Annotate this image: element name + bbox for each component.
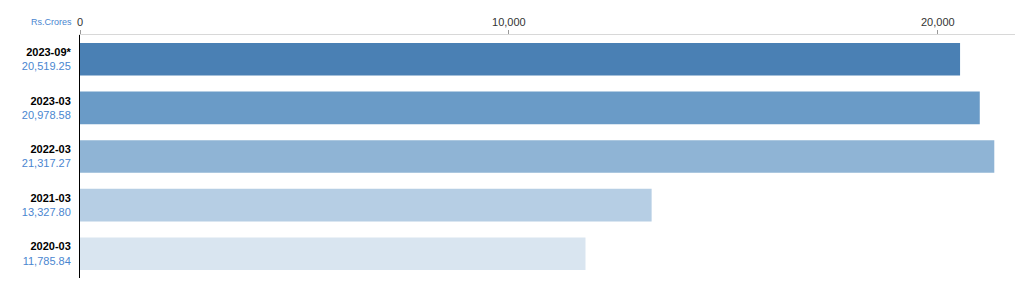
svg-text:Rs.Crores: Rs.Crores: [31, 17, 72, 27]
svg-text:0: 0: [77, 16, 83, 28]
svg-text:2021-0313,327.80: 2021-0313,327.80: [22, 192, 71, 218]
svg-text:10,000: 10,000: [492, 16, 526, 28]
svg-text:2023-09*20,519.25: 2023-09*20,519.25: [22, 46, 72, 72]
svg-text:20,000: 20,000: [921, 16, 955, 28]
svg-text:2023-0320,978.58: 2023-0320,978.58: [22, 95, 71, 121]
svg-text:2022-0321,317.27: 2022-0321,317.27: [22, 143, 71, 169]
svg-text:2020-0311,785.84: 2020-0311,785.84: [23, 240, 71, 266]
